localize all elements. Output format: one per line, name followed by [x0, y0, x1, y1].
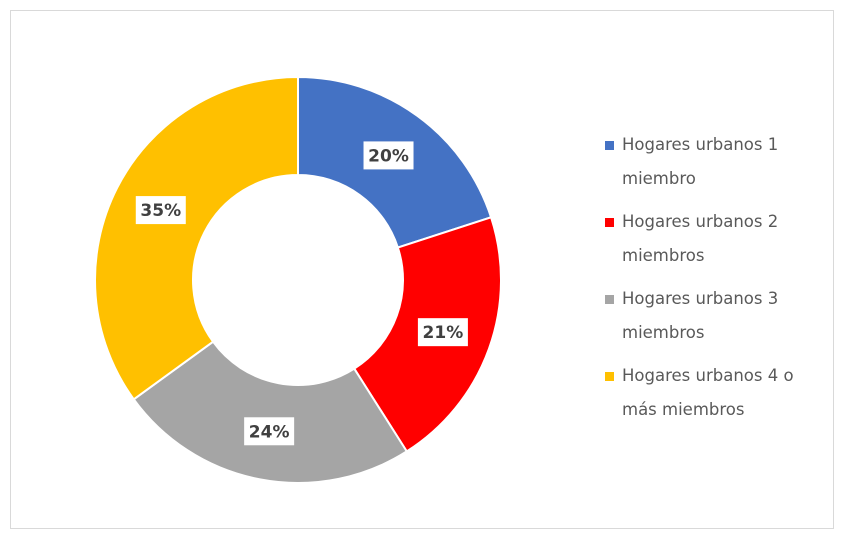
legend-label: Hogares urbanos 3 miembros: [622, 289, 779, 342]
legend: Hogares urbanos 1 miembro Hogares urbanos…: [605, 128, 830, 436]
legend-entry: Hogares urbanos 2 miembros: [605, 205, 830, 273]
data-label-box: [135, 196, 186, 225]
legend-label: Hogares urbanos 4 o más miembros: [622, 366, 794, 419]
legend-entry: Hogares urbanos 3 miembros: [605, 282, 830, 350]
data-label: 35%: [140, 201, 181, 221]
data-label: 24%: [249, 422, 290, 442]
data-label-box: [417, 318, 468, 347]
legend-swatch: [605, 372, 614, 381]
donut-segment: [94, 75, 299, 401]
data-label-box: [244, 417, 295, 446]
data-label: 21%: [423, 323, 464, 343]
data-label: 20%: [368, 146, 409, 166]
legend-label: Hogares urbanos 2 miembros: [622, 212, 779, 265]
legend-entry: Hogares urbanos 1 miembro: [605, 128, 830, 196]
legend-entry: Hogares urbanos 4 o más miembros: [605, 359, 830, 427]
legend-swatch: [605, 218, 614, 227]
legend-swatch: [605, 295, 614, 304]
donut-segment: [132, 340, 409, 484]
legend-label: Hogares urbanos 1 miembro: [622, 135, 779, 188]
chart-frame: [10, 10, 834, 529]
legend-swatch: [605, 141, 614, 150]
data-label-box: [363, 141, 414, 170]
